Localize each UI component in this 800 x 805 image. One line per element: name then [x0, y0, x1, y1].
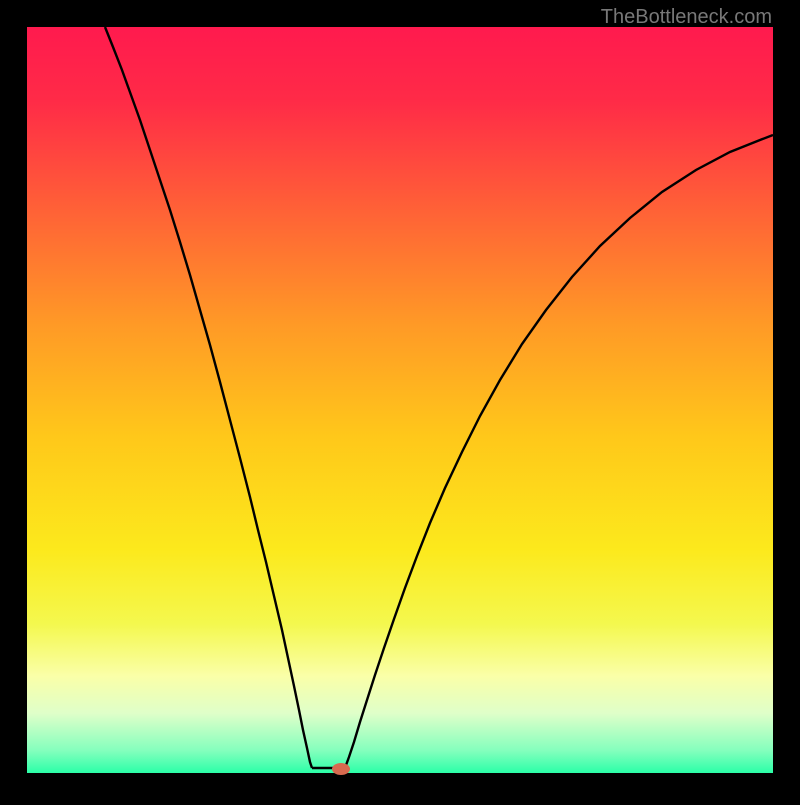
chart-svg — [0, 0, 800, 800]
minimum-marker — [332, 763, 350, 775]
chart-container: TheBottleneck.com — [0, 0, 800, 800]
plot-background — [27, 27, 773, 773]
watermark-text: TheBottleneck.com — [601, 6, 772, 29]
